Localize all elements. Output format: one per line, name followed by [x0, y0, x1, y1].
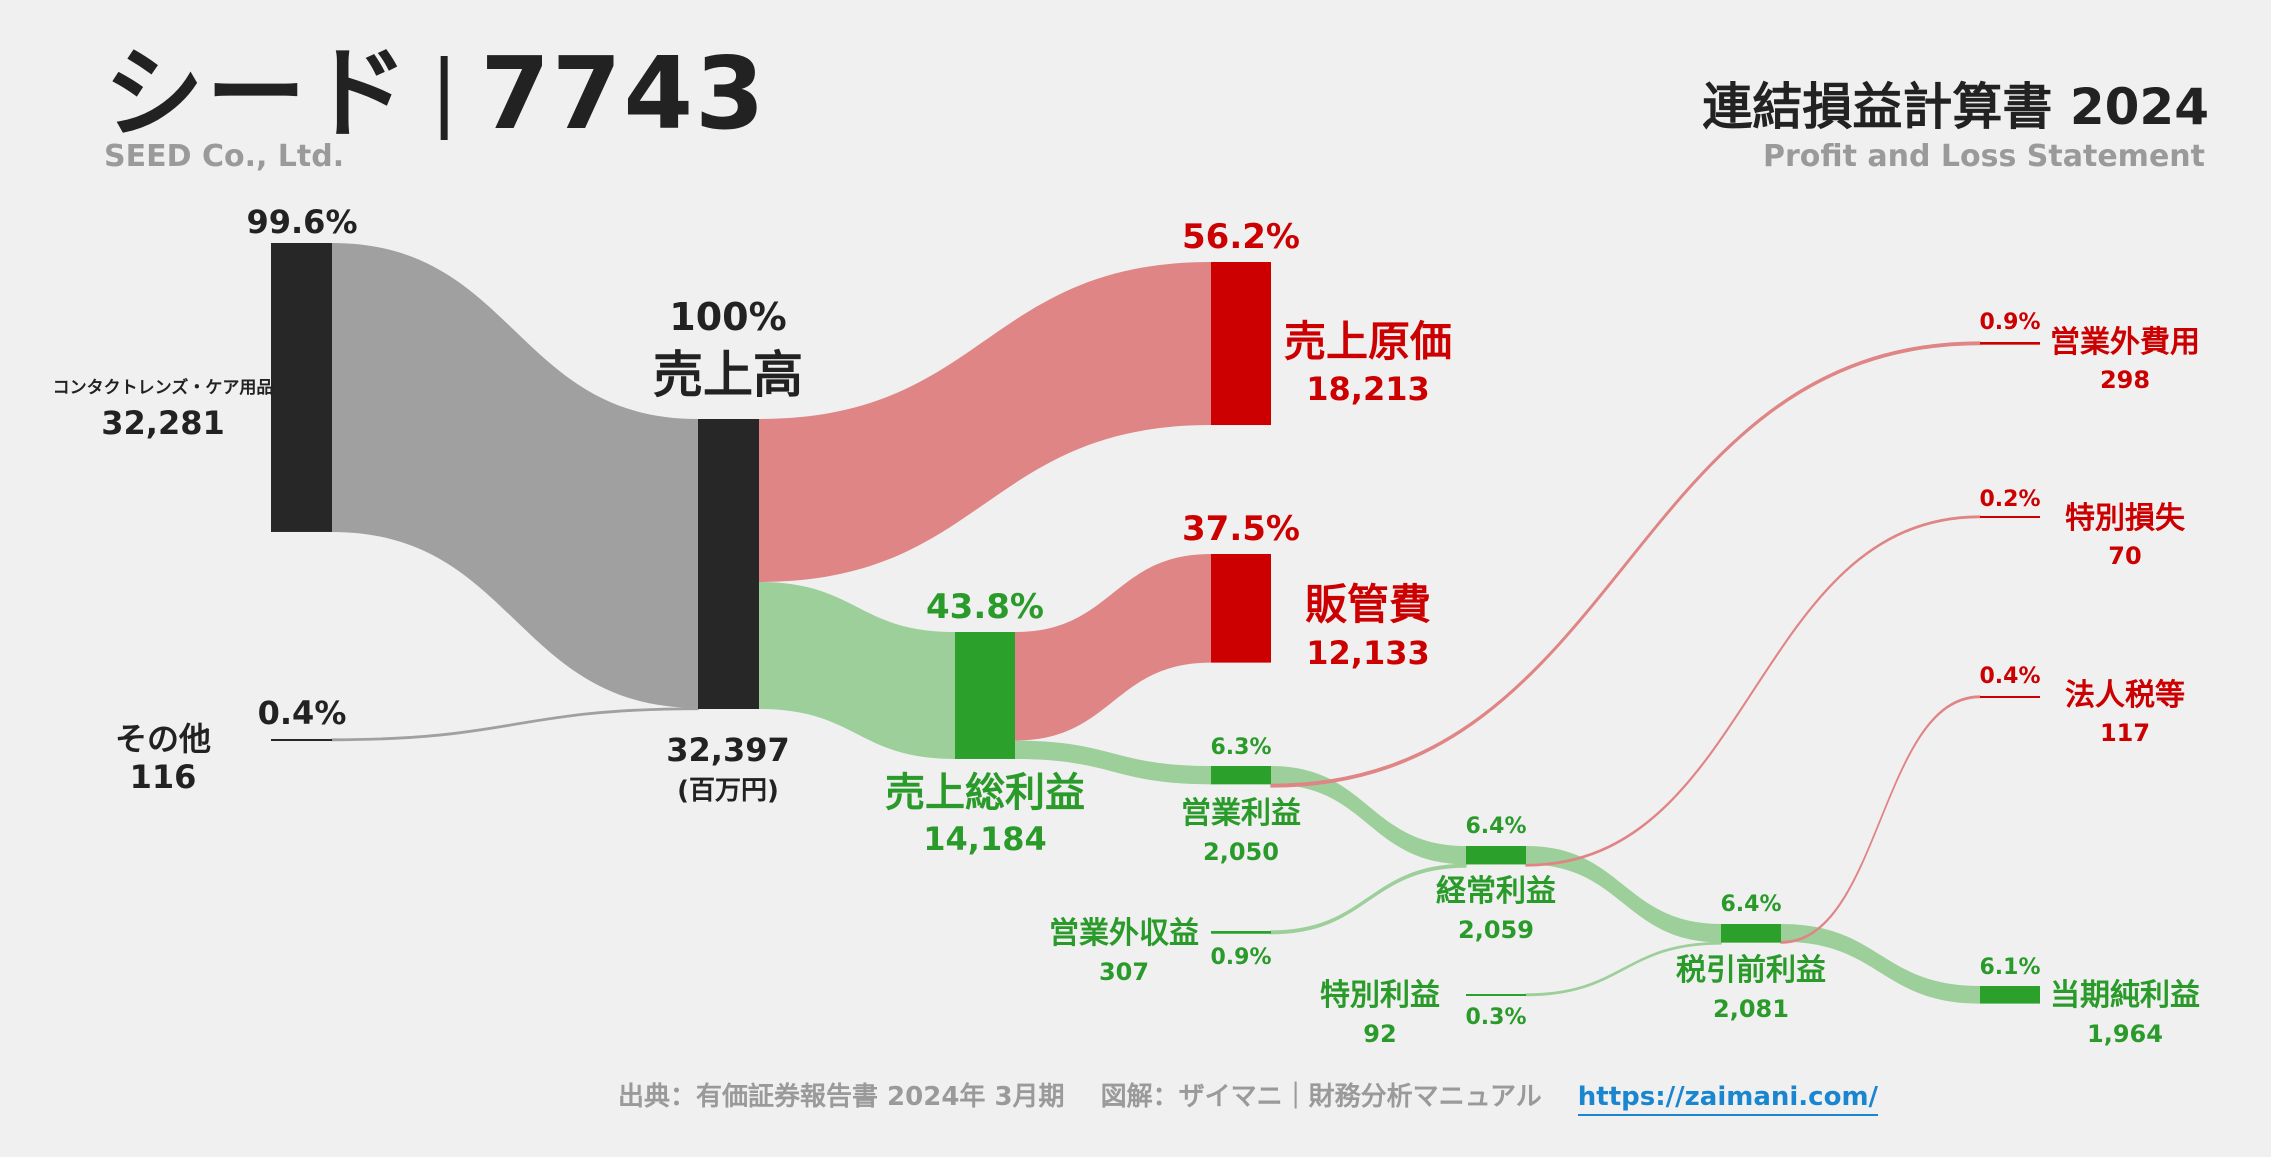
value-label-net: 1,964 [2087, 1020, 2163, 1048]
value-label-sp-loss: 70 [2108, 542, 2141, 570]
value-label-cogs: 18,213 [1306, 370, 1429, 408]
flow-pretax-to-net [1781, 924, 1980, 1004]
statement-title: 連結損益計算書 2024 [1702, 78, 2209, 136]
pct-label-nonop-inc: 0.9% [1210, 945, 1271, 970]
pct-label-gross: 43.8% [926, 587, 1044, 627]
pct-label-contact: 99.6% [246, 203, 357, 241]
pct-label-other: 0.4% [258, 694, 347, 732]
node-label-sp-loss: 特別損失 [2065, 501, 2186, 536]
node-bar-other [271, 739, 332, 741]
value-label-nonop-exp: 298 [2100, 366, 2150, 394]
value-label-gross: 14,184 [923, 820, 1046, 858]
node-bar-net [1980, 986, 2040, 1004]
flow-pretax-to-tax [1780, 695, 1981, 944]
flow-other-to-revenue [331, 707, 699, 742]
flow-ordinary-to-pretax [1526, 846, 1721, 943]
node-bar-ordinary [1466, 846, 1526, 865]
value-label-pretax: 2,081 [1713, 995, 1789, 1023]
flow-sp_gain-to-pretax [1525, 941, 1722, 997]
node-label-cogs: 売上原価 [1284, 317, 1452, 366]
links-layer [331, 243, 1981, 1004]
footer: 出典：有価証券報告書 2024年 3月期 図解：ザイマニ｜財務分析マニュアル htt… [618, 1076, 1879, 1116]
site-link[interactable]: https://zaimani.com/ [1577, 1082, 1879, 1116]
pct-label-net: 6.1% [1979, 955, 2040, 980]
unit-label: (百万円) [677, 776, 779, 806]
node-label-sp-gain: 特別利益 [1320, 978, 1440, 1013]
credit-note: 図解：ザイマニ｜財務分析マニュアル [1100, 1082, 1542, 1112]
value-label-op: 2,050 [1203, 838, 1279, 866]
nodes-layer [271, 243, 2040, 1004]
value-label-other: 116 [130, 758, 197, 796]
node-label-other: その他 [115, 720, 211, 758]
flow-contact-to-revenue [332, 243, 698, 708]
flow-revenue-to-cogs [759, 262, 1211, 583]
value-label-sp-gain: 92 [1363, 1020, 1396, 1048]
node-bar-gross [955, 632, 1015, 759]
value-label-revenue: 32,397 [666, 731, 789, 769]
pct-label-ordinary: 6.4% [1465, 814, 1526, 839]
pct-label-sp-gain: 0.3% [1465, 1005, 1526, 1030]
node-label-nonop-inc: 営業外収益 [1049, 916, 1199, 951]
flow-revenue-to-gross [759, 582, 955, 759]
node-label-revenue: 売上高 [653, 346, 803, 404]
flow-gross-to-sga [1015, 554, 1211, 741]
pct-label-cogs: 56.2% [1182, 217, 1300, 257]
pct-label-nonop-exp: 0.9% [1979, 310, 2040, 335]
node-label-net: 当期純利益 [2050, 978, 2200, 1013]
flow-gross-to-op [1015, 740, 1211, 785]
node-bar-nonop_exp [1980, 342, 2040, 345]
node-bar-sp_loss [1980, 516, 2040, 518]
pct-label-sp-loss: 0.2% [1979, 487, 2040, 512]
ticker-code: 7743 [480, 35, 767, 152]
node-label-contact: コンタクトレンズ・ケア用品 [53, 377, 274, 398]
node-bar-nonop_inc [1211, 931, 1271, 934]
pct-label-tax: 0.4% [1979, 664, 2040, 689]
pct-label-revenue: 100% [669, 295, 786, 339]
value-label-tax: 117 [2100, 719, 2150, 747]
node-label-tax: 法人税等 [2065, 678, 2185, 713]
node-label-nonop-exp: 営業外費用 [2050, 325, 2200, 360]
company-english-name: SEED Co., Ltd. [104, 139, 345, 174]
statement-english-title: Profit and Loss Statement [1762, 139, 2205, 174]
node-bar-sp_gain [1466, 994, 1526, 996]
flow-nonop_inc-to-ordinary [1270, 863, 1467, 935]
value-label-sga: 12,133 [1306, 634, 1429, 672]
value-label-contact: 32,281 [101, 404, 224, 442]
node-label-gross: 売上総利益 [885, 770, 1085, 816]
node-label-sga: 販管費 [1305, 580, 1431, 629]
value-label-ordinary: 2,059 [1458, 916, 1534, 944]
flow-ordinary-to-sp_loss [1525, 515, 1981, 867]
pct-label-sga: 37.5% [1182, 509, 1300, 549]
node-bar-cogs [1211, 262, 1271, 426]
node-bar-tax [1980, 696, 2040, 698]
source-note: 出典：有価証券報告書 2024年 3月期 [618, 1082, 1065, 1112]
title-separator: | [430, 42, 461, 140]
node-bar-pretax [1721, 924, 1781, 943]
value-label-nonop-inc: 307 [1099, 958, 1149, 986]
company-name: シード [104, 35, 410, 152]
node-label-ordinary: 経常利益 [1436, 874, 1556, 909]
node-bar-sga [1211, 554, 1271, 663]
flow-op-to-nonop_exp [1270, 341, 1981, 788]
node-bar-op [1211, 766, 1271, 785]
pct-label-op: 6.3% [1210, 735, 1271, 760]
node-bar-revenue [698, 419, 759, 709]
node-label-pretax: 税引前利益 [1676, 953, 1826, 988]
flow-op-to-ordinary [1271, 766, 1466, 865]
pct-label-pretax: 6.4% [1720, 892, 1781, 917]
company-title: シード | 7743 [104, 44, 767, 144]
node-bar-contact [271, 243, 332, 532]
node-label-op: 営業利益 [1181, 796, 1301, 831]
